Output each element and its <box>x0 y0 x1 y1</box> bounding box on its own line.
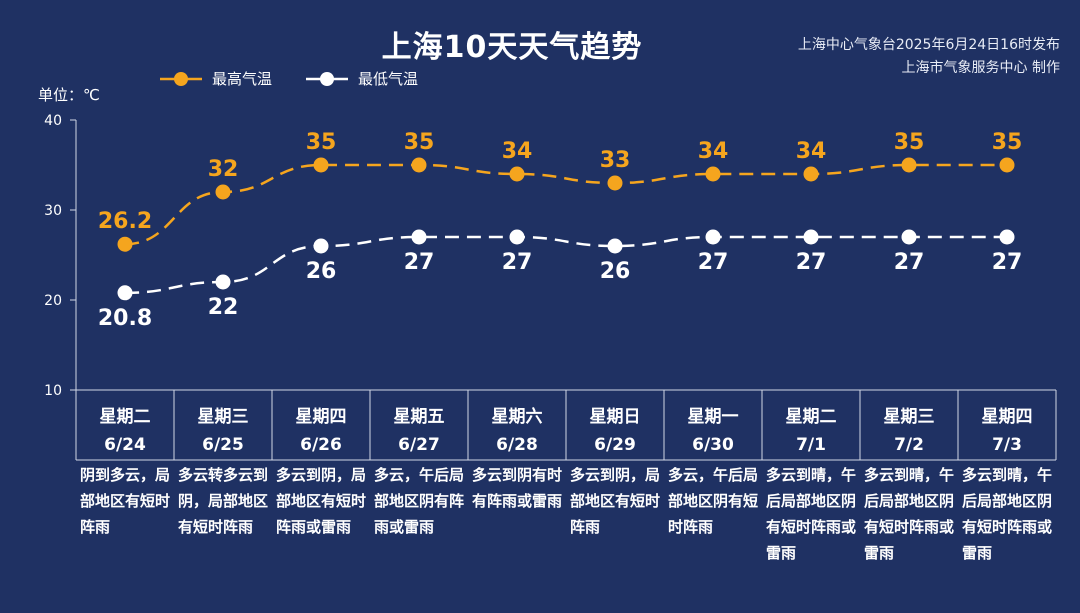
data-label-low: 27 <box>698 250 729 275</box>
data-point-low <box>313 238 329 254</box>
data-point-low <box>215 274 231 290</box>
data-point-low <box>607 238 623 254</box>
x-tick-weekday: 星期三 <box>884 407 935 427</box>
x-tick-weekday: 星期二 <box>786 407 837 427</box>
weather-desc-day-6: 多云到阴，局部地区有短时阵雨 <box>570 466 661 536</box>
x-tick-weekday: 星期四 <box>982 407 1033 427</box>
y-tick-label: 30 <box>44 203 62 219</box>
legend-item-high: 最高气温 <box>160 68 272 89</box>
data-label-high: 35 <box>894 130 925 155</box>
x-tick-weekday: 星期六 <box>492 406 543 427</box>
x-tick-date: 6/27 <box>398 435 440 455</box>
data-point-high <box>705 166 721 182</box>
x-tick-date: 7/3 <box>992 435 1022 455</box>
data-label-high: 32 <box>208 157 239 182</box>
series-line-low <box>124 235 1007 295</box>
data-point-high <box>411 157 427 173</box>
data-label-high: 26.2 <box>98 209 152 234</box>
x-tick-weekday: 星期日 <box>590 407 641 427</box>
data-label-high: 34 <box>502 139 533 164</box>
x-tick-date: 6/29 <box>594 435 636 455</box>
x-tick-date: 7/1 <box>796 435 826 455</box>
weather-desc-day-2: 多云转多云到阴，局部地区有短时阵雨 <box>178 466 269 536</box>
x-tick-weekday: 星期一 <box>688 407 739 427</box>
legend-high-label: 最高气温 <box>212 70 273 88</box>
data-label-low: 27 <box>992 250 1023 275</box>
data-label-high: 34 <box>698 139 729 164</box>
data-label-low: 22 <box>208 295 239 320</box>
weather-desc-day-7: 多云，午后局部地区阴有短时阵雨 <box>668 466 759 536</box>
series-line-high <box>124 163 1007 246</box>
data-point-high <box>901 157 917 173</box>
legend-low-label: 最低气温 <box>358 70 419 88</box>
data-point-high <box>215 184 231 200</box>
x-tick-weekday: 星期二 <box>100 407 151 427</box>
data-point-low <box>509 229 525 245</box>
data-label-high: 33 <box>600 148 631 173</box>
data-point-low <box>901 229 917 245</box>
weather-descriptions: 阴到多云，局部地区有短时阵雨 多云转多云到阴，局部地区有短时阵雨 多云到阴，局部… <box>76 462 1056 566</box>
source-info: 上海中心气象台2025年6月24日16时发布 上海市气象服务中心 制作 <box>798 34 1060 80</box>
data-label-low: 26 <box>600 259 631 284</box>
data-point-low <box>803 229 819 245</box>
weather-desc-day-1: 阴到多云，局部地区有短时阵雨 <box>80 466 171 536</box>
data-label-high: 34 <box>796 139 827 164</box>
data-point-high <box>509 166 525 182</box>
weather-desc-day-5: 多云到阴有时有阵雨或雷雨 <box>472 466 563 510</box>
weather-desc-day-4: 多云，午后局部地区阴有阵雨或雷雨 <box>374 466 465 536</box>
x-tick-date: 6/24 <box>104 435 146 455</box>
x-tick-weekday: 星期三 <box>198 407 249 427</box>
weather-desc-day-9: 多云到晴，午后局部地区阴有短时阵雨或雷雨 <box>864 466 955 562</box>
unit-label: 单位：℃ <box>38 86 100 104</box>
weather-desc-day-8: 多云到晴，午后局部地区阴有短时阵雨或雷雨 <box>766 466 857 562</box>
weather-desc-day-10: 多云到晴，午后局部地区阴有短时阵雨或雷雨 <box>962 466 1053 562</box>
legend-item-low: 最低气温 <box>306 68 418 89</box>
data-label-low: 26 <box>306 259 337 284</box>
y-tick-label: 20 <box>44 293 62 309</box>
x-tick-weekday: 星期四 <box>296 407 347 427</box>
x-tick-date: 6/25 <box>202 435 244 455</box>
weather-desc-day-3: 多云到阴，局部地区有短时阵雨或雷雨 <box>276 466 367 536</box>
y-tick-label: 40 <box>44 113 62 129</box>
data-label-low: 27 <box>502 250 533 275</box>
x-tick-date: 6/26 <box>300 435 342 455</box>
data-point-high <box>117 236 133 252</box>
legend-high-marker-icon <box>160 71 202 86</box>
data-label-low: 27 <box>796 250 827 275</box>
source-line-issuer: 上海中心气象台2025年6月24日16时发布 <box>797 37 1060 53</box>
data-label-high: 35 <box>404 130 435 155</box>
data-label-low: 20.8 <box>98 306 152 331</box>
data-point-low <box>705 229 721 245</box>
x-tick-weekday: 星期五 <box>394 407 445 427</box>
page-title: 上海10天天气趋势 <box>381 30 643 65</box>
data-point-high <box>313 157 329 173</box>
data-point-low <box>411 229 427 245</box>
legend-low-marker-icon <box>306 71 349 86</box>
x-tick-date: 6/28 <box>496 435 538 455</box>
data-label-low: 27 <box>404 250 435 275</box>
data-point-low <box>117 285 133 301</box>
data-label-high: 35 <box>992 130 1023 155</box>
x-tick-date: 7/2 <box>894 435 924 455</box>
data-point-high <box>999 157 1015 173</box>
x-tick-date: 6/30 <box>692 435 734 455</box>
data-label-high: 35 <box>306 130 337 155</box>
source-line-maker: 上海市气象服务中心 制作 <box>901 60 1060 76</box>
chart-legend: 最高气温 最低气温 <box>160 68 418 89</box>
data-point-high <box>803 166 819 182</box>
data-label-low: 27 <box>894 250 925 275</box>
data-point-high <box>607 175 623 191</box>
y-tick-label: 10 <box>44 383 62 399</box>
data-point-low <box>999 229 1015 245</box>
